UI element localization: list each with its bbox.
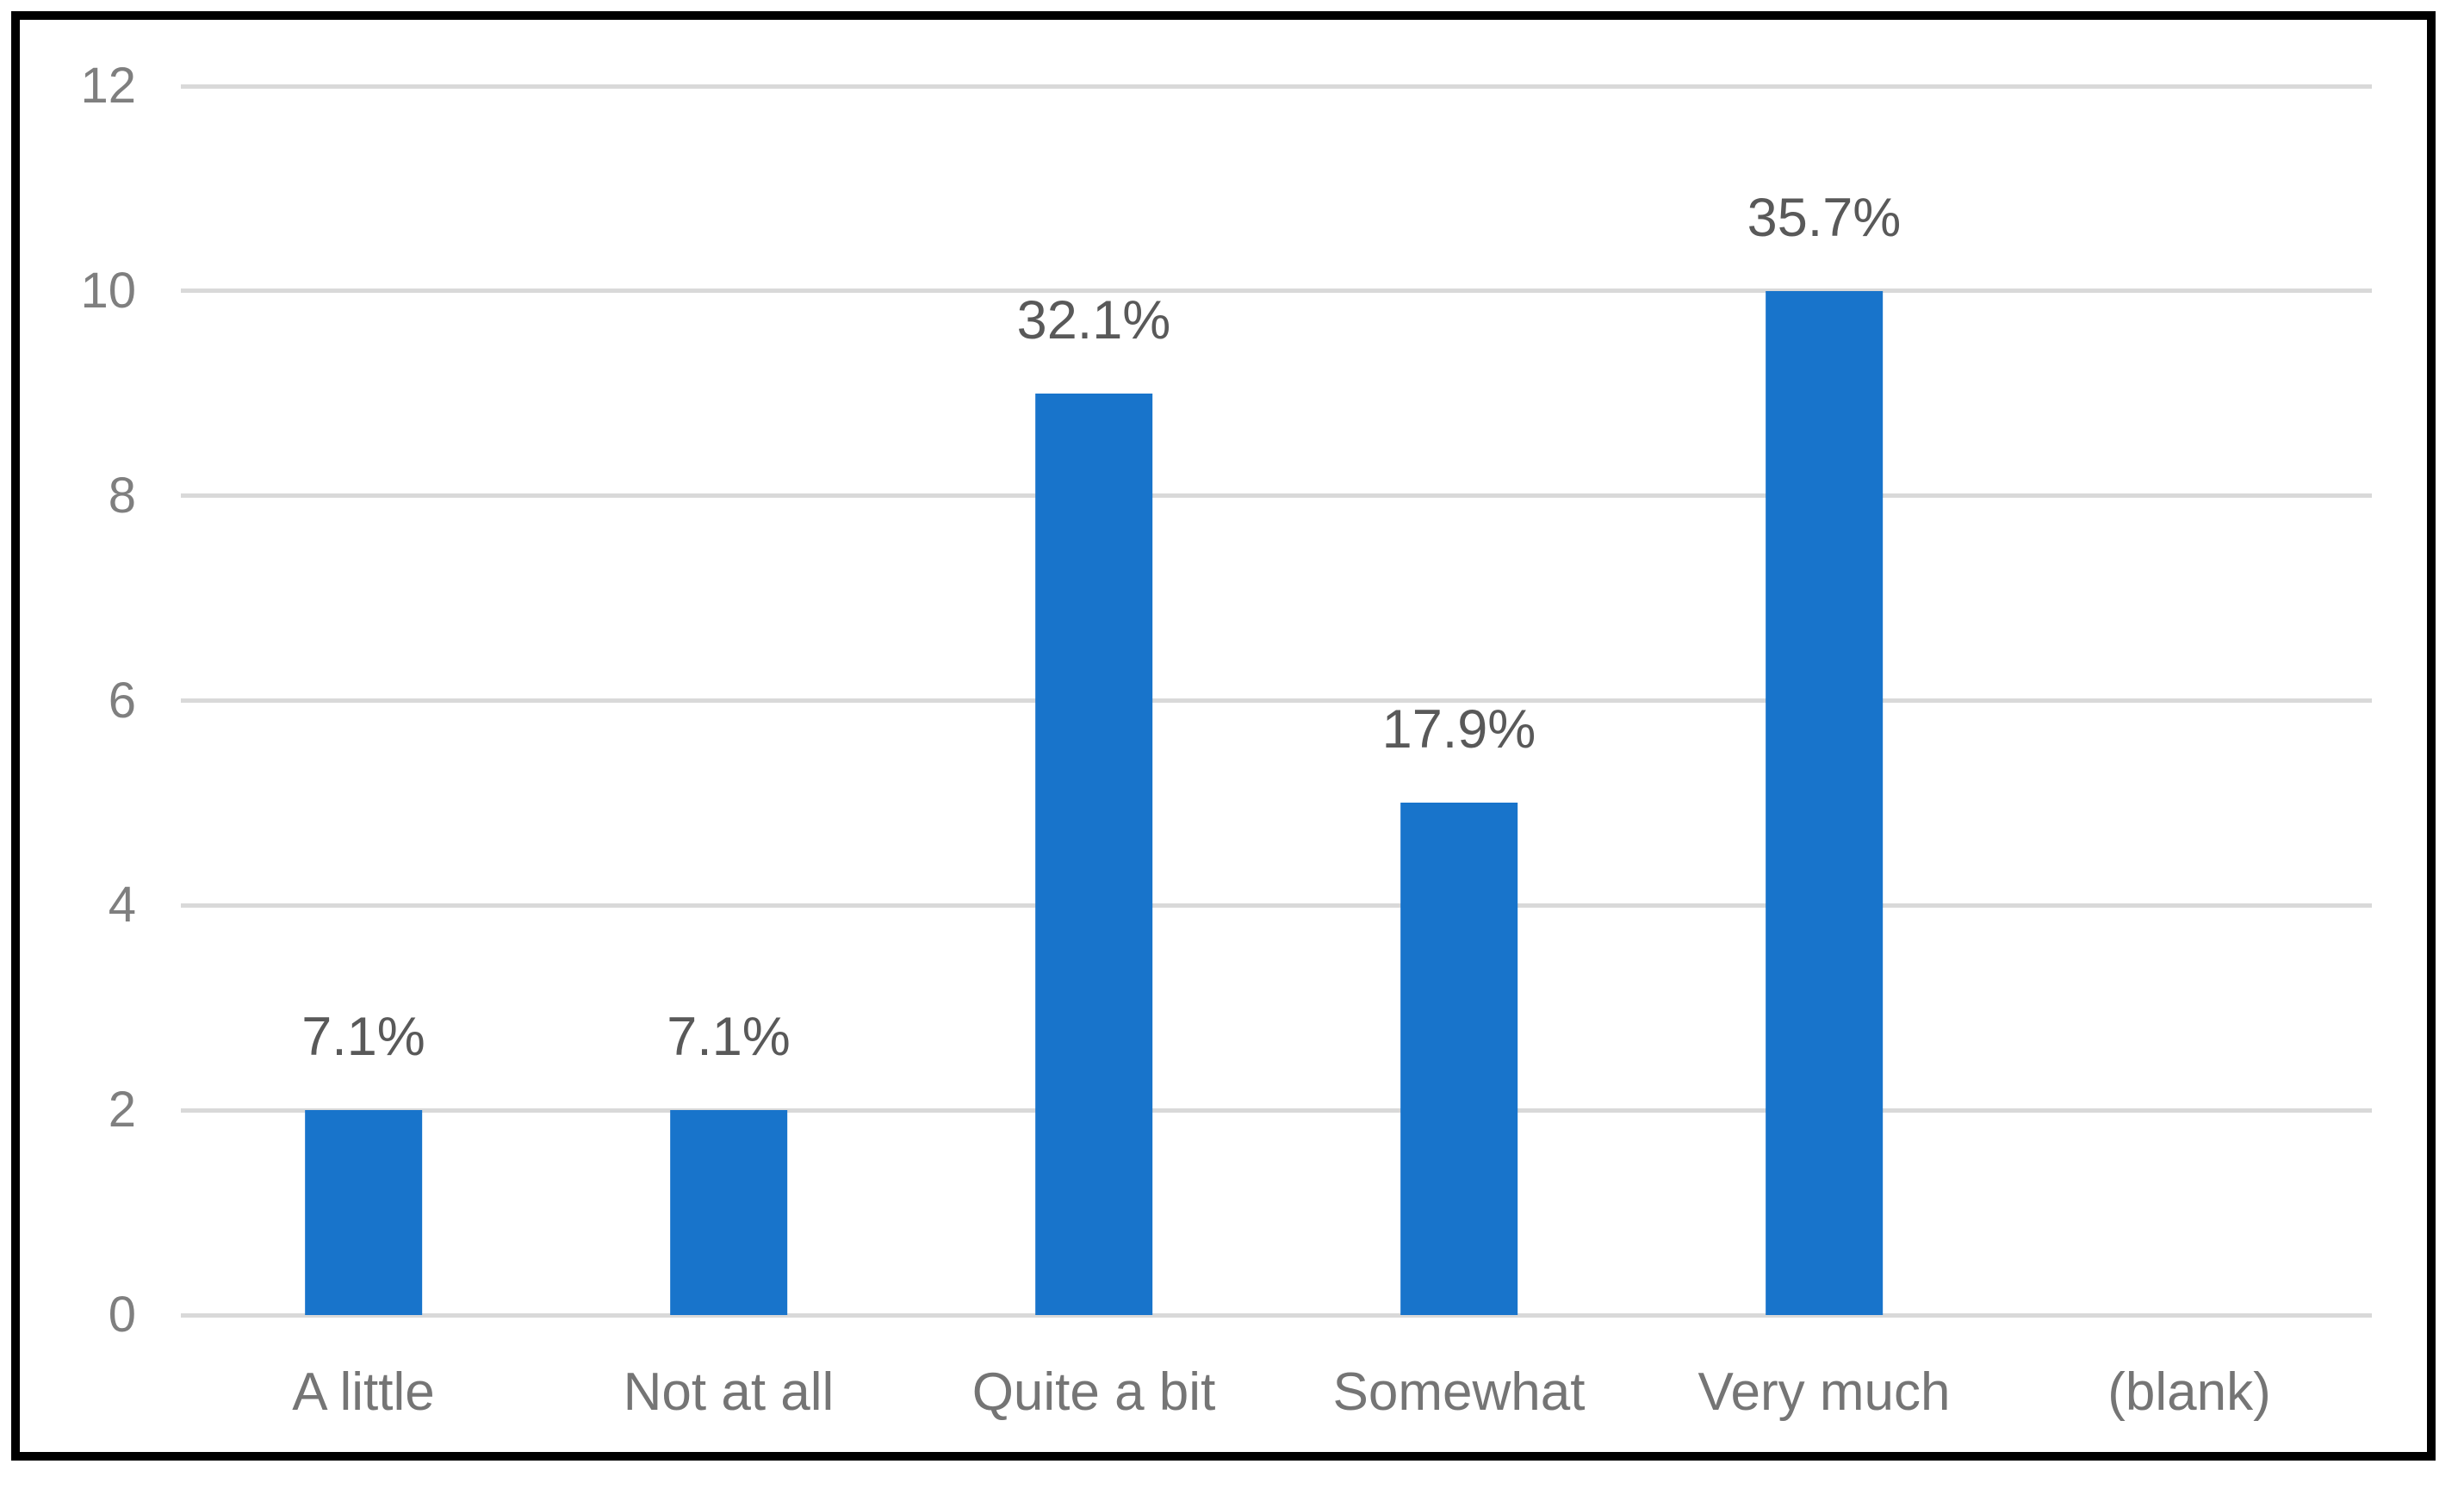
chart-frame: 0 2 4 6 8 10 12 7.1% 7.1% 32.1% 17.9% 35.7% A litt… — [11, 11, 2436, 1461]
y-axis-tick-label-8: 8 — [108, 467, 136, 524]
y-axis-tick-label-0: 0 — [108, 1287, 136, 1343]
data-label-a-little: 7.1% — [301, 1007, 425, 1068]
y-axis-tick-label-4: 4 — [108, 877, 136, 934]
gridline-y-12 — [181, 84, 2372, 89]
data-label-quite-a-bit: 32.1% — [1016, 289, 1171, 351]
category-slot-not-at-all: 7.1% — [546, 86, 911, 1315]
category-slot-a-little: 7.1% — [181, 86, 546, 1315]
data-label-somewhat: 17.9% — [1381, 699, 1536, 760]
plot-area: 0 2 4 6 8 10 12 7.1% 7.1% 32.1% 17.9% 35.7% A litt… — [80, 61, 2372, 1419]
bar-series: 7.1% 7.1% 32.1% 17.9% 35.7% — [181, 86, 2372, 1315]
x-axis-category-label-not-at-all: Not at all — [623, 1362, 835, 1422]
y-axis-tick-label-10: 10 — [80, 262, 136, 319]
x-axis-category-label-quite-a-bit: Quite a bit — [971, 1362, 1216, 1422]
gridline-y-2 — [181, 1107, 2372, 1113]
data-label-very-much: 35.7% — [1747, 187, 1902, 248]
bar-not-at-all[interactable] — [670, 1110, 787, 1315]
data-label-not-at-all: 7.1% — [667, 1007, 791, 1068]
category-slot-very-much: 35.7% — [1642, 86, 2007, 1315]
x-axis-category-label-a-little: A little — [292, 1362, 435, 1422]
x-axis: A little Not at all Quite a bit Somewhat Ver… — [181, 1349, 2372, 1436]
gridline-y-10 — [181, 288, 2372, 294]
bar-somewhat[interactable] — [1400, 803, 1518, 1315]
gridline-y-4 — [181, 903, 2372, 908]
y-axis-tick-label-6: 6 — [108, 672, 136, 729]
bar-a-little[interactable] — [305, 1110, 422, 1315]
bar-very-much[interactable] — [1766, 290, 1883, 1315]
y-axis-tick-label-2: 2 — [108, 1082, 136, 1138]
bar-quite-a-bit[interactable] — [1035, 393, 1152, 1315]
category-slot-somewhat: 17.9% — [1276, 86, 1642, 1315]
gridline-y-0 — [181, 1312, 2372, 1318]
y-axis-tick-label-12: 12 — [80, 58, 136, 114]
x-axis-category-label-blank: (blank) — [2107, 1362, 2271, 1422]
gridline-y-8 — [181, 493, 2372, 499]
gridline-y-6 — [181, 698, 2372, 703]
x-axis-category-label-somewhat: Somewhat — [1332, 1362, 1586, 1422]
x-axis-category-label-very-much: Very much — [1697, 1362, 1951, 1422]
category-slot-quite-a-bit: 32.1% — [911, 86, 1276, 1315]
category-slot-blank — [2007, 86, 2372, 1315]
